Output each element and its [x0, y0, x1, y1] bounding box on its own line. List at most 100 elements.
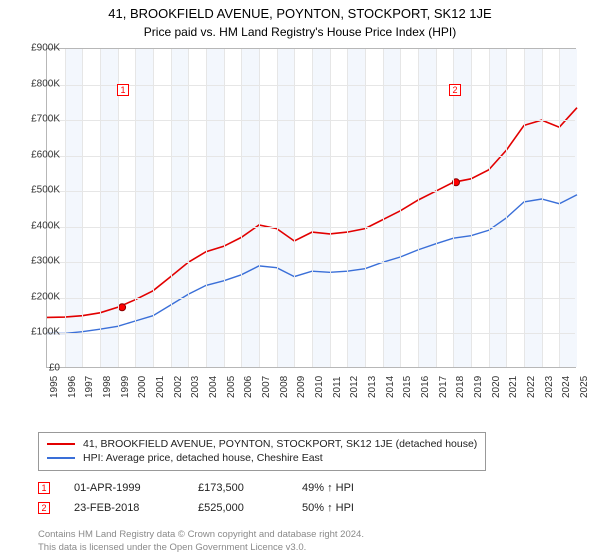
transaction-date: 01-APR-1999 [74, 482, 174, 494]
x-axis-label: 1996 [67, 376, 78, 398]
gridline-v [383, 49, 384, 367]
y-axis-label: £200K [31, 291, 60, 302]
transaction-dot [119, 304, 126, 311]
y-axis-label: £500K [31, 185, 60, 196]
marker-box-2: 2 [449, 84, 461, 96]
x-axis-label: 2023 [544, 376, 555, 398]
y-axis-label: £800K [31, 78, 60, 89]
x-axis-label: 2020 [491, 376, 502, 398]
gridline-v [453, 49, 454, 367]
x-axis-label: 2010 [314, 376, 325, 398]
y-axis-label: £900K [31, 43, 60, 54]
x-axis-label: 2008 [279, 376, 290, 398]
y-axis-label: £600K [31, 149, 60, 160]
chart-subtitle: Price paid vs. HM Land Registry's House … [0, 25, 600, 39]
gridline-v [82, 49, 83, 367]
x-axis-label: 2015 [402, 376, 413, 398]
gridline-v [206, 49, 207, 367]
y-axis-label: £100K [31, 327, 60, 338]
x-axis-label: 2009 [296, 376, 307, 398]
gridline-v [436, 49, 437, 367]
gridline-v [365, 49, 366, 367]
y-axis-label: £400K [31, 220, 60, 231]
gridline-v [241, 49, 242, 367]
x-axis-label: 2021 [508, 376, 519, 398]
chart-title-block: 41, BROOKFIELD AVENUE, POYNTON, STOCKPOR… [0, 0, 600, 39]
gridline-v [188, 49, 189, 367]
transaction-row: 1 01-APR-1999 £173,500 49% ↑ HPI [38, 478, 392, 498]
chart-container: 12 £0£100K£200K£300K£400K£500K£600K£700K… [46, 48, 596, 400]
gridline-h [47, 156, 575, 157]
y-axis-label: £300K [31, 256, 60, 267]
gridline-v [418, 49, 419, 367]
x-axis-label: 2022 [526, 376, 537, 398]
gridline-v [524, 49, 525, 367]
transaction-pct: 50% ↑ HPI [302, 502, 392, 514]
x-axis-label: 2016 [420, 376, 431, 398]
gridline-v [330, 49, 331, 367]
x-axis-label: 2011 [332, 376, 343, 398]
x-axis-label: 1999 [120, 376, 131, 398]
footer-attribution: Contains HM Land Registry data © Crown c… [38, 529, 364, 554]
transaction-row: 2 23-FEB-2018 £525,000 50% ↑ HPI [38, 498, 392, 518]
x-axis-label: 2003 [190, 376, 201, 398]
x-axis-label: 2004 [208, 376, 219, 398]
gridline-h [47, 227, 575, 228]
x-axis-label: 1995 [49, 376, 60, 398]
gridline-v [312, 49, 313, 367]
footer-line: This data is licensed under the Open Gov… [38, 542, 364, 554]
gridline-v [153, 49, 154, 367]
x-axis-label: 2012 [349, 376, 360, 398]
gridline-h [47, 120, 575, 121]
gridline-h [47, 333, 575, 334]
gridline-v [224, 49, 225, 367]
transaction-marker-2: 2 [38, 502, 50, 514]
transaction-marker-1: 1 [38, 482, 50, 494]
gridline-v [559, 49, 560, 367]
transaction-pct: 49% ↑ HPI [302, 482, 392, 494]
x-axis-label: 2000 [137, 376, 148, 398]
plot-area: 12 [46, 48, 576, 368]
transaction-date: 23-FEB-2018 [74, 502, 174, 514]
x-axis-label: 2014 [385, 376, 396, 398]
transactions-table: 1 01-APR-1999 £173,500 49% ↑ HPI 2 23-FE… [38, 478, 392, 518]
gridline-v [400, 49, 401, 367]
y-axis-label: £0 [49, 363, 60, 374]
legend-label: HPI: Average price, detached house, Ches… [83, 452, 323, 464]
x-axis-label: 2002 [173, 376, 184, 398]
gridline-h [47, 191, 575, 192]
gridline-v [347, 49, 348, 367]
x-axis-label: 2024 [561, 376, 572, 398]
transaction-price: £173,500 [198, 482, 278, 494]
legend: 41, BROOKFIELD AVENUE, POYNTON, STOCKPOR… [38, 432, 486, 471]
x-axis-label: 2001 [155, 376, 166, 398]
legend-row: HPI: Average price, detached house, Ches… [47, 452, 477, 464]
x-axis-label: 1998 [102, 376, 113, 398]
gridline-v [171, 49, 172, 367]
gridline-v [489, 49, 490, 367]
marker-box-1: 1 [117, 84, 129, 96]
x-axis-label: 2017 [438, 376, 449, 398]
gridline-v [277, 49, 278, 367]
gridline-v [100, 49, 101, 367]
gridline-v [506, 49, 507, 367]
legend-row: 41, BROOKFIELD AVENUE, POYNTON, STOCKPOR… [47, 438, 477, 450]
gridline-v [294, 49, 295, 367]
gridline-v [118, 49, 119, 367]
footer-line: Contains HM Land Registry data © Crown c… [38, 529, 364, 541]
x-axis-label: 1997 [84, 376, 95, 398]
x-axis-label: 2006 [243, 376, 254, 398]
gridline-v [471, 49, 472, 367]
gridline-v [135, 49, 136, 367]
legend-label: 41, BROOKFIELD AVENUE, POYNTON, STOCKPOR… [83, 438, 477, 450]
gridline-h [47, 298, 575, 299]
x-axis-label: 2025 [579, 376, 590, 398]
x-axis-label: 2018 [455, 376, 466, 398]
x-axis-label: 2007 [261, 376, 272, 398]
x-axis-label: 2005 [226, 376, 237, 398]
gridline-h [47, 262, 575, 263]
gridline-v [259, 49, 260, 367]
x-axis-label: 2013 [367, 376, 378, 398]
legend-swatch [47, 443, 75, 445]
transaction-price: £525,000 [198, 502, 278, 514]
